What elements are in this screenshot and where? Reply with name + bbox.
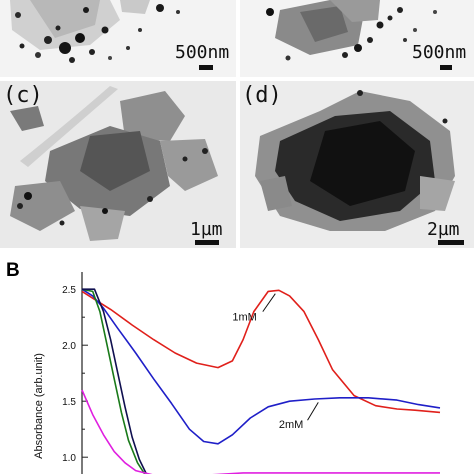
tem-panel-b: 500nm [240, 0, 474, 77]
tem-image-b [240, 0, 474, 77]
chart-series [81, 288, 441, 474]
panel-label-d: (d) [242, 83, 282, 108]
series-line-5 [81, 389, 440, 474]
scale-text-b: 500nm [412, 42, 467, 63]
y-tick-label: 2.5 [62, 285, 76, 296]
series-line-2mm [81, 288, 441, 445]
y-tick-label: 1.5 [62, 397, 76, 408]
scale-bar-b [440, 65, 452, 70]
scale-bar-a [199, 65, 213, 70]
tem-image-c [0, 81, 236, 248]
scale-bar-d [438, 240, 464, 245]
annotation-1mm: 1mM [232, 312, 256, 324]
series-line-4 [82, 288, 148, 474]
scale-bar-c [195, 240, 219, 245]
series-line-1mm [81, 289, 441, 414]
tem-image-a [0, 0, 236, 77]
scale-text-a: 500nm [175, 42, 230, 63]
tem-panel-c: (c) 1µm [0, 81, 236, 248]
panel-label-c: (c) [3, 83, 43, 108]
annotation-2mm-arrow [307, 402, 319, 421]
chart-axes: 2.5 2.0 1.5 1.0 Absorbance (arb.unit) [33, 272, 88, 474]
tem-image-d [240, 81, 474, 248]
y-tick-label: 1.0 [62, 453, 76, 464]
annotation-2mm: 2mM [279, 419, 303, 431]
scale-text-c: 1µm [190, 219, 223, 240]
figure-letter-b: B [6, 260, 20, 281]
series-line-3 [81, 288, 146, 474]
tem-panel-d: (d) 2µm [240, 81, 474, 248]
y-tick-label: 2.0 [62, 341, 76, 352]
tem-panel-a: 500nm [0, 0, 236, 77]
absorbance-chart: 2.5 2.0 1.5 1.0 Absorbance (arb.unit) 1mM 2mM [33, 272, 441, 474]
annotation-1mm-arrow [262, 293, 276, 312]
chart-annotations: 1mM 2mM [232, 293, 319, 431]
y-axis-label: Absorbance (arb.unit) [33, 353, 45, 459]
scale-text-d: 2µm [427, 219, 460, 240]
